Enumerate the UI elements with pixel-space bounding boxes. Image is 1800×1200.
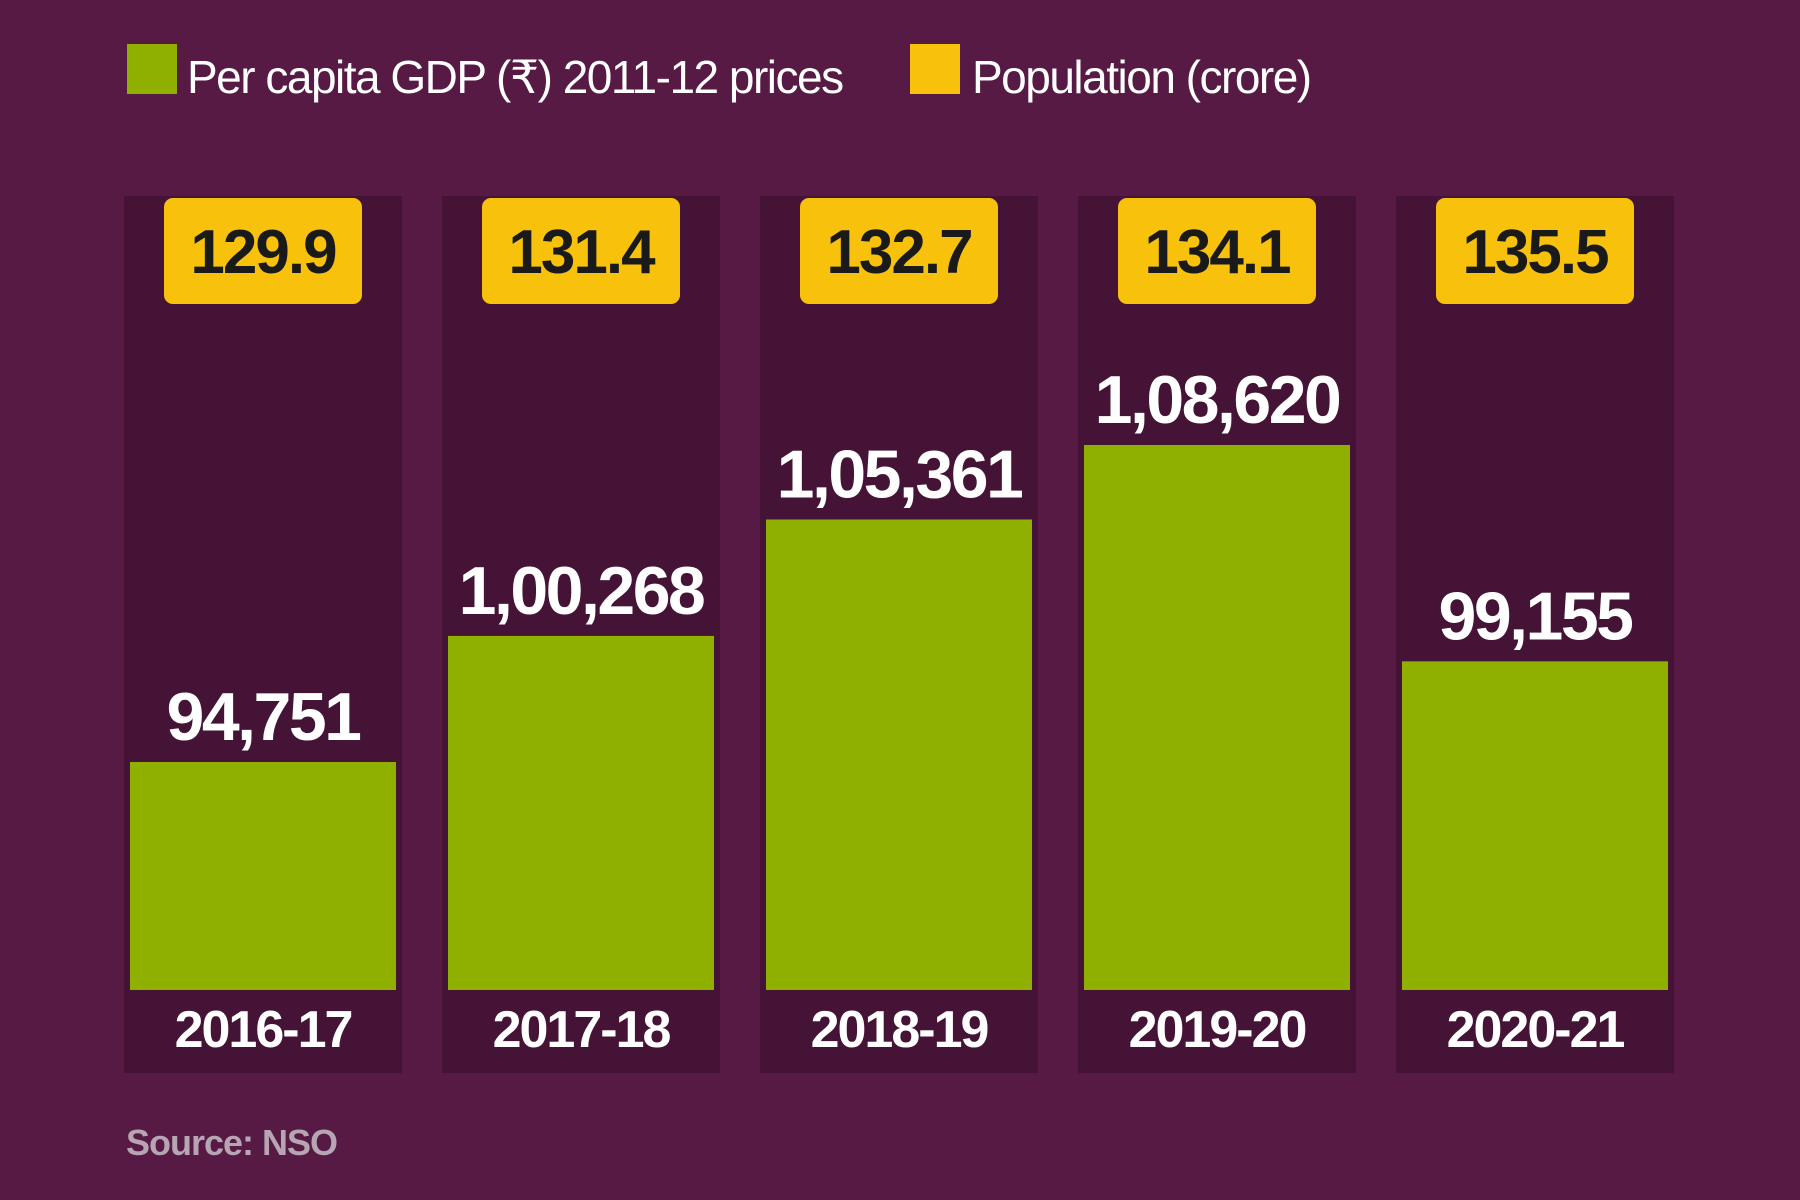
category-label: 2019-20	[1129, 1001, 1306, 1059]
population-value-label: 131.4	[508, 218, 656, 287]
population-value-label: 129.9	[190, 218, 336, 287]
category-group-2019-20: 1,08,620 134.1 2019-20	[1078, 196, 1356, 1073]
legend-swatch-gdp	[127, 44, 177, 94]
gdp-bar	[1402, 661, 1668, 990]
plot-area: 94,751129.92016-171,00,268131.42017-181,…	[124, 196, 1674, 1073]
population-value-label: 135.5	[1462, 218, 1608, 287]
category-group-2016-17: 94,751 129.9 2016-17	[124, 196, 402, 1073]
population-badge	[482, 198, 680, 304]
category-group-2020-21: 99,155 135.5 2020-21	[1396, 196, 1674, 1073]
legend-swatch-population	[910, 44, 960, 94]
category-group-2018-19: 1,05,361 132.7 2018-19	[760, 196, 1038, 1073]
population-value-label: 132.7	[826, 218, 971, 287]
category-group-2017-18: 1,00,268 131.4 2017-18	[442, 196, 720, 1073]
gdp-bar	[130, 762, 396, 990]
gdp-value-label: 1,00,268	[459, 553, 704, 629]
category-label: 2018-19	[811, 1001, 988, 1059]
population-badge	[1118, 198, 1316, 304]
gdp-value-label: 99,155	[1439, 578, 1633, 654]
legend-label-gdp: Per capita GDP (₹) 2011-12 prices	[187, 51, 843, 103]
population-badge	[1436, 198, 1634, 304]
gdp-bar	[766, 519, 1032, 990]
legend-label-population: Population (crore)	[972, 51, 1311, 103]
category-label: 2016-17	[175, 1001, 352, 1059]
gdp-value-label: 94,751	[167, 679, 361, 755]
gdp-bar	[1084, 445, 1350, 990]
population-badge	[800, 198, 998, 304]
gdp-bar	[448, 635, 714, 990]
source-note: Source: NSO	[126, 1122, 337, 1163]
category-label: 2017-18	[493, 1001, 671, 1059]
legend: Per capita GDP (₹) 2011-12 prices Popula…	[127, 44, 1312, 103]
population-value-label: 134.1	[1144, 218, 1290, 287]
category-label: 2020-21	[1447, 1001, 1625, 1059]
population-badge	[164, 198, 362, 304]
gdp-value-label: 1,08,620	[1095, 362, 1340, 438]
gdp-value-label: 1,05,361	[777, 436, 1022, 512]
